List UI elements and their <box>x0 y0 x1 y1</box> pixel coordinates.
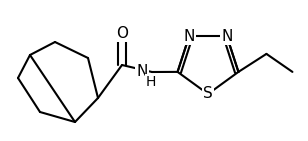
Text: H: H <box>146 75 156 89</box>
Text: N: N <box>221 29 233 44</box>
Text: S: S <box>203 86 213 102</box>
Text: N: N <box>184 29 195 44</box>
Text: O: O <box>116 26 128 40</box>
Text: N: N <box>137 64 148 80</box>
